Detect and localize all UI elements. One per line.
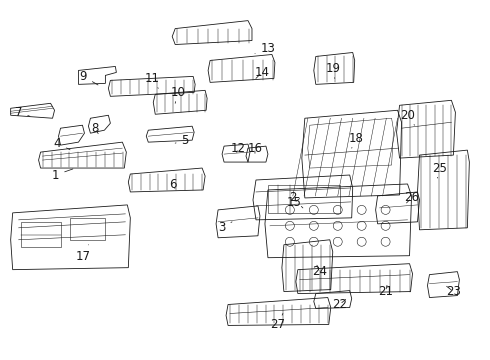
- Text: 5: 5: [175, 134, 189, 147]
- Text: 22: 22: [332, 298, 347, 311]
- Text: 13: 13: [255, 42, 275, 55]
- Text: 8: 8: [92, 122, 99, 135]
- Text: 18: 18: [348, 132, 363, 148]
- Text: 17: 17: [76, 245, 91, 263]
- Text: 12: 12: [230, 141, 245, 155]
- Text: 6: 6: [170, 179, 177, 192]
- Text: 16: 16: [247, 141, 263, 155]
- Text: 26: 26: [404, 192, 419, 204]
- Text: 2: 2: [289, 192, 303, 208]
- Text: 19: 19: [325, 62, 340, 78]
- Text: 9: 9: [80, 70, 98, 85]
- Bar: [268, 185, 340, 213]
- Text: 23: 23: [446, 285, 461, 298]
- Text: 3: 3: [219, 221, 232, 234]
- Text: 21: 21: [378, 285, 393, 298]
- Text: 14: 14: [254, 66, 270, 79]
- Text: 7: 7: [15, 106, 30, 119]
- Text: 15: 15: [287, 197, 301, 210]
- Text: 11: 11: [145, 72, 160, 88]
- Text: 24: 24: [312, 265, 327, 278]
- Text: 25: 25: [432, 162, 447, 178]
- Text: 27: 27: [270, 314, 285, 331]
- Bar: [71, 218, 105, 240]
- Text: 20: 20: [400, 109, 415, 125]
- Text: 10: 10: [171, 86, 186, 103]
- Text: 4: 4: [54, 137, 70, 150]
- Text: 1: 1: [52, 168, 73, 181]
- Bar: [21, 222, 61, 247]
